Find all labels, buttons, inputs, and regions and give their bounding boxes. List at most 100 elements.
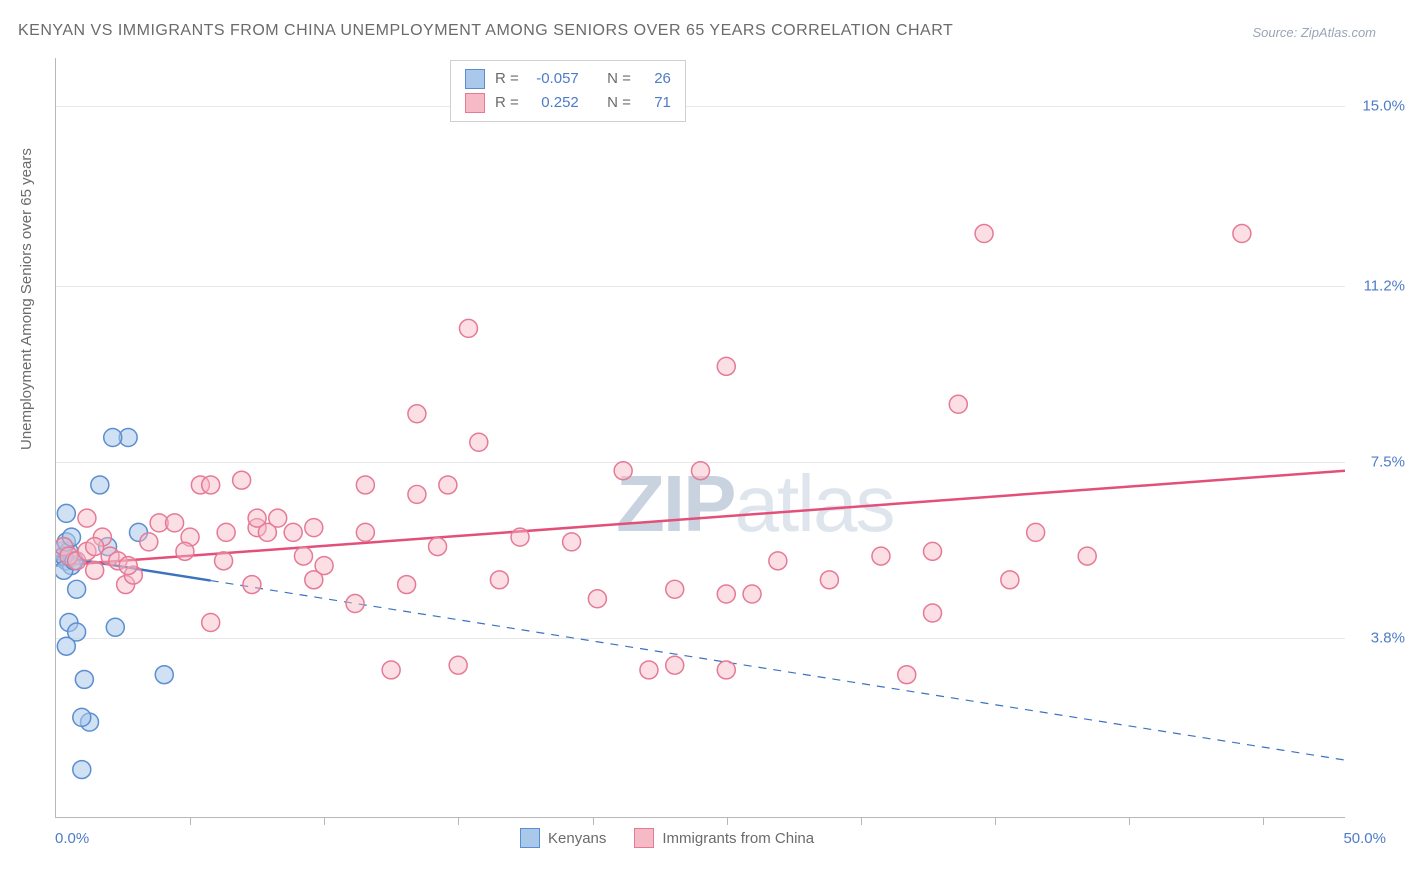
legend-label: Immigrants from China bbox=[662, 830, 814, 847]
data-point bbox=[459, 319, 477, 337]
data-point bbox=[78, 509, 96, 527]
data-point bbox=[233, 471, 251, 489]
data-point bbox=[666, 580, 684, 598]
source-attribution: Source: ZipAtlas.com bbox=[1252, 25, 1376, 40]
data-point bbox=[924, 604, 942, 622]
data-point bbox=[743, 585, 761, 603]
legend-swatch bbox=[520, 828, 540, 848]
legend-label: Kenyans bbox=[548, 830, 606, 847]
data-point bbox=[91, 476, 109, 494]
x-tick bbox=[995, 817, 996, 825]
data-point bbox=[57, 637, 75, 655]
data-point bbox=[1027, 523, 1045, 541]
x-tick bbox=[593, 817, 594, 825]
x-tick bbox=[324, 817, 325, 825]
y-tick-label: 7.5% bbox=[1371, 453, 1405, 470]
stat-r-label: R = bbox=[495, 91, 519, 115]
data-point bbox=[898, 666, 916, 684]
data-point bbox=[872, 547, 890, 565]
data-point bbox=[176, 542, 194, 560]
chart-title: KENYAN VS IMMIGRANTS FROM CHINA UNEMPLOY… bbox=[18, 22, 953, 40]
data-point bbox=[86, 538, 104, 556]
data-point bbox=[305, 571, 323, 589]
data-point bbox=[73, 761, 91, 779]
stat-n-label: N = bbox=[607, 67, 631, 91]
data-point bbox=[398, 576, 416, 594]
data-point bbox=[511, 528, 529, 546]
data-point bbox=[692, 462, 710, 480]
legend-swatch bbox=[465, 69, 485, 89]
stat-r-value: -0.057 bbox=[529, 67, 579, 91]
data-point bbox=[640, 661, 658, 679]
data-point bbox=[119, 557, 137, 575]
stat-r-value: 0.252 bbox=[529, 91, 579, 115]
data-point bbox=[769, 552, 787, 570]
data-point bbox=[356, 523, 374, 541]
x-tick bbox=[861, 817, 862, 825]
data-point bbox=[614, 462, 632, 480]
data-point bbox=[717, 357, 735, 375]
data-point bbox=[717, 585, 735, 603]
data-point bbox=[346, 595, 364, 613]
data-point bbox=[243, 576, 261, 594]
y-axis-label: Unemployment Among Seniors over 65 years bbox=[18, 148, 35, 450]
data-point bbox=[820, 571, 838, 589]
data-point bbox=[294, 547, 312, 565]
legend-stat-row: R = -0.057 N = 26 bbox=[465, 67, 671, 91]
data-point bbox=[717, 661, 735, 679]
scatter-plot-svg bbox=[56, 58, 1345, 817]
data-point bbox=[106, 618, 124, 636]
stat-r-label: R = bbox=[495, 67, 519, 91]
data-point bbox=[949, 395, 967, 413]
data-point bbox=[166, 514, 184, 532]
stat-n-value: 71 bbox=[641, 91, 671, 115]
x-tick bbox=[727, 817, 728, 825]
data-point bbox=[1001, 571, 1019, 589]
data-point bbox=[924, 542, 942, 560]
legend-item: Immigrants from China bbox=[634, 828, 814, 848]
y-tick-label: 15.0% bbox=[1362, 97, 1405, 114]
data-point bbox=[356, 476, 374, 494]
data-point bbox=[1233, 225, 1251, 243]
legend-swatch bbox=[465, 93, 485, 113]
data-point bbox=[382, 661, 400, 679]
data-point bbox=[104, 429, 122, 447]
data-point bbox=[155, 666, 173, 684]
x-tick bbox=[1263, 817, 1264, 825]
data-point bbox=[68, 580, 86, 598]
data-point bbox=[140, 533, 158, 551]
legend-item: Kenyans bbox=[520, 828, 606, 848]
y-tick-label: 11.2% bbox=[1364, 278, 1405, 295]
data-point bbox=[470, 433, 488, 451]
data-point bbox=[563, 533, 581, 551]
x-tick bbox=[1129, 817, 1130, 825]
data-point bbox=[439, 476, 457, 494]
data-point bbox=[408, 485, 426, 503]
data-point bbox=[269, 509, 287, 527]
data-point bbox=[202, 614, 220, 632]
data-point bbox=[305, 519, 323, 537]
y-tick-label: 3.8% bbox=[1371, 629, 1405, 646]
correlation-legend: R = -0.057 N = 26R = 0.252 N = 71 bbox=[450, 60, 686, 122]
data-point bbox=[73, 708, 91, 726]
data-point bbox=[215, 552, 233, 570]
series-legend: Kenyans Immigrants from China bbox=[520, 828, 814, 848]
stat-n-value: 26 bbox=[641, 67, 671, 91]
data-point bbox=[217, 523, 235, 541]
data-point bbox=[86, 561, 104, 579]
data-point bbox=[57, 504, 75, 522]
trend-line-dashed bbox=[211, 581, 1345, 761]
x-tick bbox=[458, 817, 459, 825]
data-point bbox=[248, 509, 266, 527]
data-point bbox=[490, 571, 508, 589]
data-point bbox=[1078, 547, 1096, 565]
legend-swatch bbox=[634, 828, 654, 848]
data-point bbox=[429, 538, 447, 556]
data-point bbox=[202, 476, 220, 494]
legend-stat-row: R =0.252 N =71 bbox=[465, 91, 671, 115]
x-tick bbox=[190, 817, 191, 825]
data-point bbox=[975, 225, 993, 243]
plot-area: ZIPatlas 3.8%7.5%11.2%15.0% bbox=[55, 58, 1345, 818]
x-axis-max-label: 50.0% bbox=[1343, 830, 1386, 847]
data-point bbox=[588, 590, 606, 608]
